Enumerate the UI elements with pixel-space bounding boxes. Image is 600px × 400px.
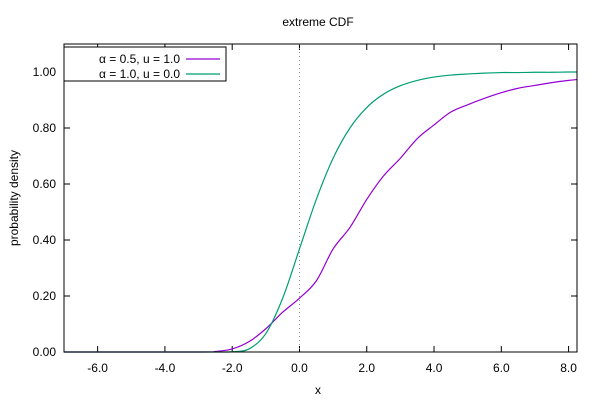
y-tick-label: 0.00: [33, 345, 57, 359]
y-tick-label: 0.20: [33, 289, 57, 303]
legend: α = 0.5, u = 1.0 α = 1.0, u = 0.0: [63, 46, 227, 82]
x-tick-label: -6.0: [87, 361, 108, 375]
y-tick-label: 1.00: [33, 65, 57, 79]
legend-label-series-1: α = 0.5, u = 1.0: [99, 52, 180, 66]
series-lines: [64, 71, 578, 353]
x-tick-label: 4.0: [426, 361, 443, 375]
x-tick-label: 0.0: [291, 361, 308, 375]
series-line-2: [64, 71, 578, 353]
x-axis-ticks: -6.0 -4.0 -2.0 0.0 2.0 4.0 6.0 8.0: [87, 44, 577, 375]
series-line-1: [64, 78, 578, 353]
legend-box: [63, 46, 227, 82]
x-tick-label: 6.0: [493, 361, 510, 375]
y-tick-label: 0.60: [33, 177, 57, 191]
y-axis-ticks: 0.00 0.20 0.40 0.60 0.80 1.00: [33, 65, 577, 359]
legend-label-series-2: α = 1.0, u = 0.0: [99, 67, 180, 81]
x-tick-label: -2.0: [222, 361, 243, 375]
chart-title: extreme CDF: [282, 15, 353, 29]
x-axis-title: x: [315, 383, 321, 397]
plot-frame: [63, 43, 578, 353]
x-tick-label: 8.0: [560, 361, 577, 375]
x-tick-label: 2.0: [358, 361, 375, 375]
x-tick-label: -4.0: [155, 361, 176, 375]
y-tick-label: 0.80: [33, 121, 57, 135]
y-axis-title: probability density: [7, 150, 21, 246]
y-tick-label: 0.40: [33, 233, 57, 247]
